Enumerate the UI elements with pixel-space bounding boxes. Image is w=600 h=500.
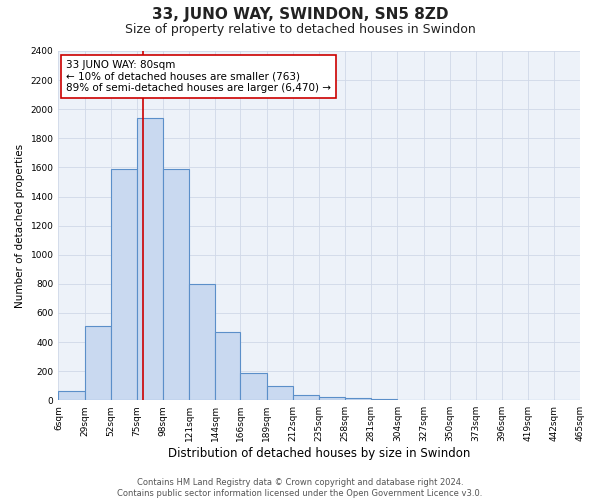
Bar (111, 169, 137, 400)
Bar (319, 396, 345, 400)
Bar (266, 386, 293, 400)
Bar (345, 398, 371, 400)
Y-axis label: Number of detached properties: Number of detached properties (15, 144, 25, 308)
Bar (85, 326, 111, 400)
Bar (137, 118, 163, 400)
Bar (189, 284, 215, 400)
Bar (58, 392, 85, 400)
X-axis label: Distribution of detached houses by size in Swindon: Distribution of detached houses by size … (168, 447, 470, 460)
Text: Size of property relative to detached houses in Swindon: Size of property relative to detached ho… (125, 22, 475, 36)
Bar (215, 332, 241, 400)
Bar (163, 169, 189, 400)
Text: Contains HM Land Registry data © Crown copyright and database right 2024.
Contai: Contains HM Land Registry data © Crown c… (118, 478, 482, 498)
Bar (293, 395, 319, 400)
Bar (241, 372, 266, 400)
Text: 33, JUNO WAY, SWINDON, SN5 8ZD: 33, JUNO WAY, SWINDON, SN5 8ZD (152, 8, 448, 22)
Text: 33 JUNO WAY: 80sqm
← 10% of detached houses are smaller (763)
89% of semi-detach: 33 JUNO WAY: 80sqm ← 10% of detached hou… (66, 60, 331, 93)
